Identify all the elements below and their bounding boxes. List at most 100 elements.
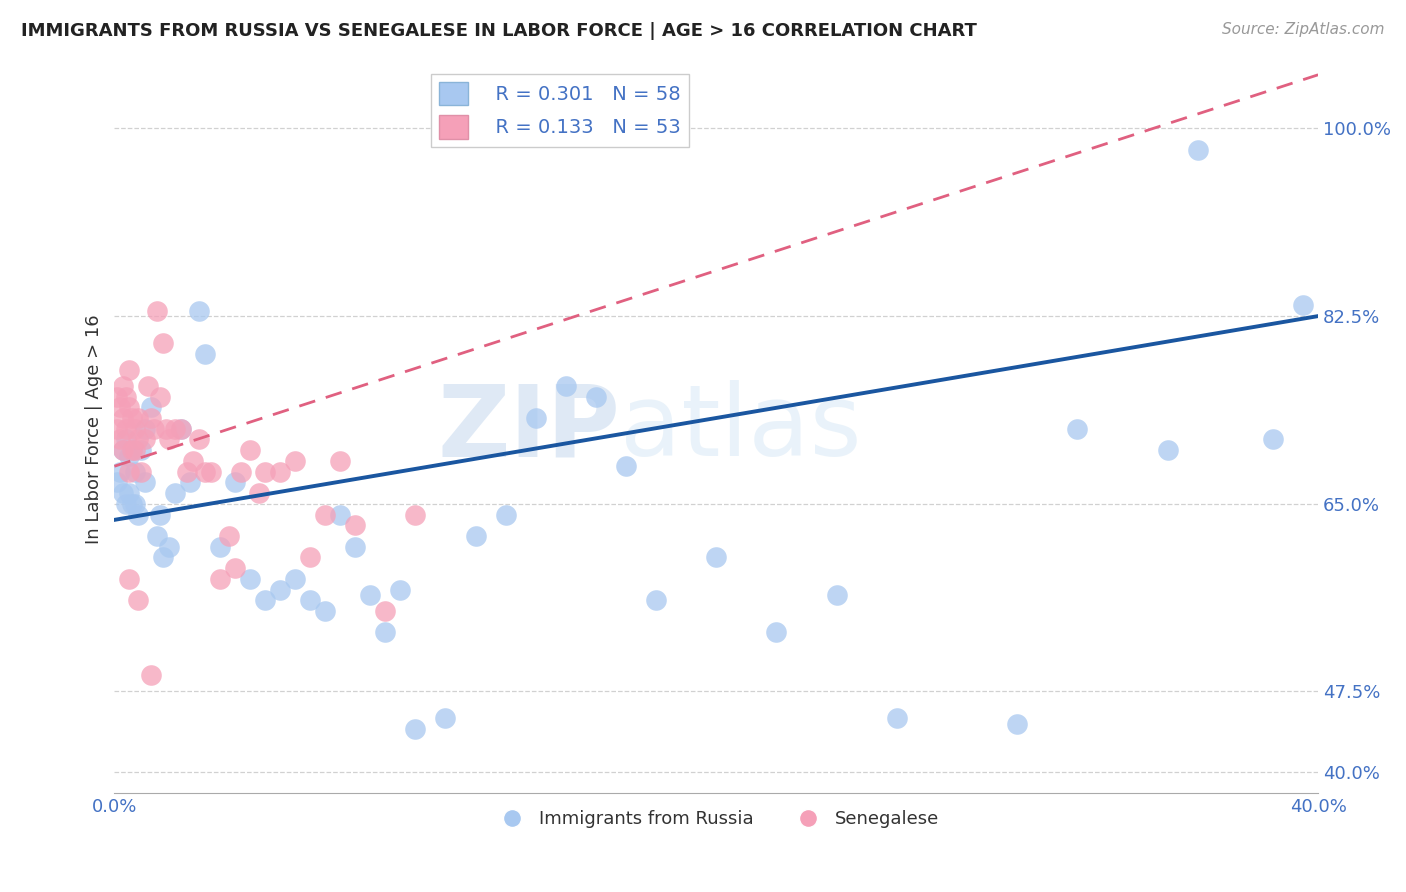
Point — [329, 508, 352, 522]
Point — [434, 711, 457, 725]
Point — [208, 572, 231, 586]
Point — [1066, 422, 1088, 436]
Point — [200, 465, 222, 479]
Point — [124, 465, 146, 479]
Point — [134, 422, 156, 436]
Point — [765, 625, 787, 640]
Point — [124, 497, 146, 511]
Point — [152, 550, 174, 565]
Point — [124, 443, 146, 458]
Point — [187, 433, 209, 447]
Point — [194, 465, 217, 479]
Point — [389, 582, 412, 597]
Point — [269, 582, 291, 597]
Point — [1156, 443, 1178, 458]
Point — [179, 475, 201, 490]
Point — [127, 411, 149, 425]
Point — [145, 303, 167, 318]
Point — [1005, 716, 1028, 731]
Point — [169, 422, 191, 436]
Point — [344, 540, 367, 554]
Point — [134, 433, 156, 447]
Point — [131, 465, 153, 479]
Point — [145, 529, 167, 543]
Point — [115, 497, 138, 511]
Point — [284, 454, 307, 468]
Point — [218, 529, 240, 543]
Y-axis label: In Labor Force | Age > 16: In Labor Force | Age > 16 — [86, 314, 103, 543]
Point — [253, 465, 276, 479]
Point — [124, 422, 146, 436]
Point — [118, 449, 141, 463]
Point — [134, 475, 156, 490]
Text: atlas: atlas — [620, 380, 862, 477]
Point — [112, 379, 135, 393]
Point — [614, 459, 637, 474]
Point — [115, 422, 138, 436]
Point — [585, 390, 607, 404]
Point — [298, 550, 321, 565]
Point — [118, 362, 141, 376]
Point — [314, 604, 336, 618]
Point — [1187, 143, 1209, 157]
Point — [112, 411, 135, 425]
Point — [374, 625, 396, 640]
Point — [187, 303, 209, 318]
Point — [118, 465, 141, 479]
Point — [239, 443, 262, 458]
Point — [139, 401, 162, 415]
Point — [464, 529, 486, 543]
Point — [157, 540, 180, 554]
Point — [1261, 433, 1284, 447]
Point — [495, 508, 517, 522]
Point — [374, 604, 396, 618]
Point — [107, 390, 129, 404]
Point — [229, 465, 252, 479]
Point — [148, 390, 170, 404]
Point — [886, 711, 908, 725]
Point — [359, 588, 381, 602]
Point — [314, 508, 336, 522]
Point — [239, 572, 262, 586]
Point — [112, 443, 135, 458]
Point — [121, 411, 143, 425]
Point — [224, 561, 246, 575]
Point — [163, 422, 186, 436]
Point — [127, 593, 149, 607]
Point — [176, 465, 198, 479]
Point — [224, 475, 246, 490]
Point — [136, 379, 159, 393]
Point — [110, 401, 132, 415]
Point — [112, 443, 135, 458]
Point — [329, 454, 352, 468]
Point — [645, 593, 668, 607]
Point — [127, 433, 149, 447]
Point — [152, 335, 174, 350]
Point — [110, 433, 132, 447]
Point — [142, 422, 165, 436]
Point — [253, 593, 276, 607]
Point — [139, 411, 162, 425]
Point — [169, 422, 191, 436]
Point — [181, 454, 204, 468]
Text: ZIP: ZIP — [437, 380, 620, 477]
Point — [121, 443, 143, 458]
Point — [121, 497, 143, 511]
Point — [110, 465, 132, 479]
Point — [127, 508, 149, 522]
Text: Source: ZipAtlas.com: Source: ZipAtlas.com — [1222, 22, 1385, 37]
Point — [121, 443, 143, 458]
Point — [404, 722, 426, 736]
Point — [825, 588, 848, 602]
Point — [269, 465, 291, 479]
Point — [107, 422, 129, 436]
Point — [554, 379, 576, 393]
Point — [524, 411, 547, 425]
Point — [115, 390, 138, 404]
Point — [404, 508, 426, 522]
Point — [118, 401, 141, 415]
Point — [148, 508, 170, 522]
Point — [208, 540, 231, 554]
Point — [107, 475, 129, 490]
Point — [131, 443, 153, 458]
